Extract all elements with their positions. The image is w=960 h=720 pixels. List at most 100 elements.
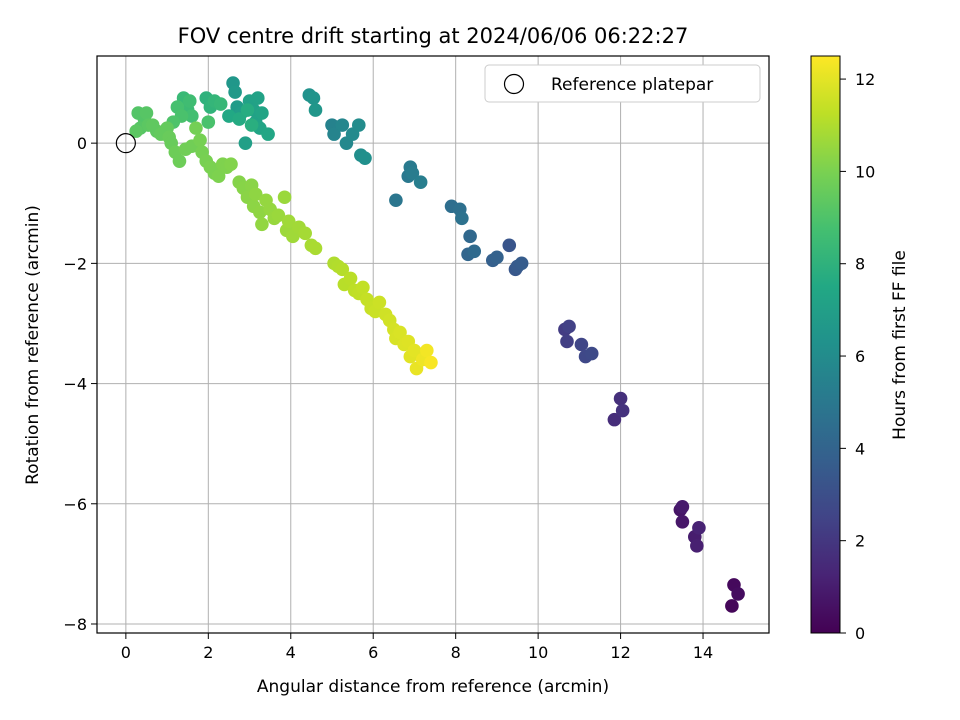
data-point bbox=[261, 127, 275, 141]
legend-box bbox=[484, 64, 761, 103]
data-point bbox=[277, 190, 292, 205]
data-point bbox=[308, 103, 323, 117]
x-tick-label: 8 bbox=[451, 643, 461, 662]
x-tick-label: 10 bbox=[528, 643, 548, 662]
data-point bbox=[271, 208, 286, 223]
data-point bbox=[490, 250, 504, 265]
data-point bbox=[248, 187, 263, 202]
data-point bbox=[356, 280, 370, 295]
x-tick-label: 12 bbox=[610, 643, 630, 662]
chart-title: FOV centre drift starting at 2024/06/06 … bbox=[178, 24, 689, 48]
data-point bbox=[224, 157, 238, 171]
x-tick-label: 4 bbox=[286, 643, 296, 662]
colorbar-ticks: 0 2 4 6 8 10 12 bbox=[840, 70, 875, 643]
data-point bbox=[463, 229, 477, 244]
data-point bbox=[514, 256, 529, 271]
data-point bbox=[228, 85, 242, 99]
data-point bbox=[607, 412, 622, 427]
data-point bbox=[253, 205, 267, 220]
data-point bbox=[343, 271, 358, 286]
x-axis-label: Angular distance from reference (arcmin) bbox=[257, 677, 609, 697]
data-point bbox=[213, 97, 228, 111]
data-point bbox=[725, 599, 739, 613]
data-point bbox=[562, 319, 576, 334]
legend: Reference platepar bbox=[484, 64, 761, 103]
axis-ticks: 0 2 4 6 8 10 12 14 −8 −6 −4 −2 0 bbox=[63, 134, 713, 662]
colorbar-tick-label: 6 bbox=[855, 347, 865, 366]
data-point bbox=[405, 166, 420, 181]
data-point bbox=[335, 262, 350, 277]
data-point bbox=[232, 112, 247, 126]
colorbar-tick-label: 10 bbox=[855, 162, 875, 181]
data-point bbox=[255, 217, 269, 232]
data-point bbox=[250, 91, 265, 105]
y-tick-label: 0 bbox=[77, 134, 87, 153]
data-point bbox=[298, 226, 312, 241]
data-point bbox=[193, 133, 207, 147]
colorbar-tick-label: 0 bbox=[855, 624, 865, 643]
legend-entry-reference: Reference platepar bbox=[551, 75, 713, 95]
data-point bbox=[306, 91, 321, 105]
data-point bbox=[327, 127, 341, 141]
data-point bbox=[201, 115, 216, 129]
data-point bbox=[372, 295, 387, 310]
data-point bbox=[281, 214, 296, 229]
data-point bbox=[455, 211, 469, 226]
grid bbox=[97, 56, 769, 633]
data-point bbox=[613, 391, 628, 406]
data-point bbox=[351, 118, 366, 132]
colorbar-tick-label: 8 bbox=[855, 255, 865, 274]
data-point bbox=[420, 343, 434, 358]
data-point bbox=[467, 244, 482, 259]
y-axis-label: Rotation from reference (arcmin) bbox=[23, 205, 43, 485]
x-tick-label: 0 bbox=[121, 643, 131, 662]
data-point bbox=[690, 539, 704, 553]
data-point bbox=[584, 346, 599, 361]
reference-platepar-marker bbox=[115, 133, 136, 154]
data-point bbox=[335, 118, 350, 132]
data-point bbox=[358, 151, 372, 165]
data-point bbox=[182, 94, 197, 108]
data-point bbox=[185, 109, 199, 123]
data-point bbox=[692, 521, 706, 535]
data-point bbox=[129, 124, 143, 138]
colorbar-tick-label: 12 bbox=[855, 70, 875, 89]
data-point bbox=[675, 499, 690, 514]
x-tick-label: 6 bbox=[368, 643, 378, 662]
data-point bbox=[189, 121, 203, 135]
data-point bbox=[240, 103, 255, 117]
data-point bbox=[255, 106, 269, 120]
data-point bbox=[424, 355, 438, 370]
y-tick-label: −6 bbox=[63, 495, 87, 514]
data-point bbox=[502, 238, 517, 253]
y-tick-label: −2 bbox=[63, 254, 87, 273]
colorbar bbox=[810, 55, 841, 634]
data-point bbox=[560, 334, 574, 349]
data-point bbox=[139, 106, 154, 120]
data-point bbox=[172, 154, 187, 168]
x-tick-label: 2 bbox=[203, 643, 213, 662]
data-point bbox=[238, 136, 253, 150]
data-point bbox=[413, 175, 428, 190]
colorbar-label: Hours from first FF file bbox=[890, 250, 910, 440]
data-point bbox=[222, 109, 236, 123]
data-point bbox=[574, 337, 589, 352]
data-point bbox=[393, 325, 407, 340]
data-point bbox=[675, 515, 690, 529]
x-tick-label: 14 bbox=[693, 643, 713, 662]
data-points bbox=[115, 76, 745, 613]
legend-marker-reference bbox=[503, 73, 525, 95]
colorbar-tick-label: 2 bbox=[855, 532, 865, 551]
data-point bbox=[407, 343, 422, 358]
plot-frame bbox=[96, 55, 770, 634]
data-point bbox=[244, 118, 259, 132]
data-point bbox=[308, 241, 323, 256]
data-point bbox=[615, 403, 630, 418]
y-tick-label: −8 bbox=[63, 615, 87, 634]
y-tick-label: −4 bbox=[63, 375, 87, 394]
data-point bbox=[389, 193, 403, 208]
data-point bbox=[731, 587, 745, 601]
data-point bbox=[211, 169, 226, 184]
colorbar-tick-label: 4 bbox=[855, 439, 865, 458]
